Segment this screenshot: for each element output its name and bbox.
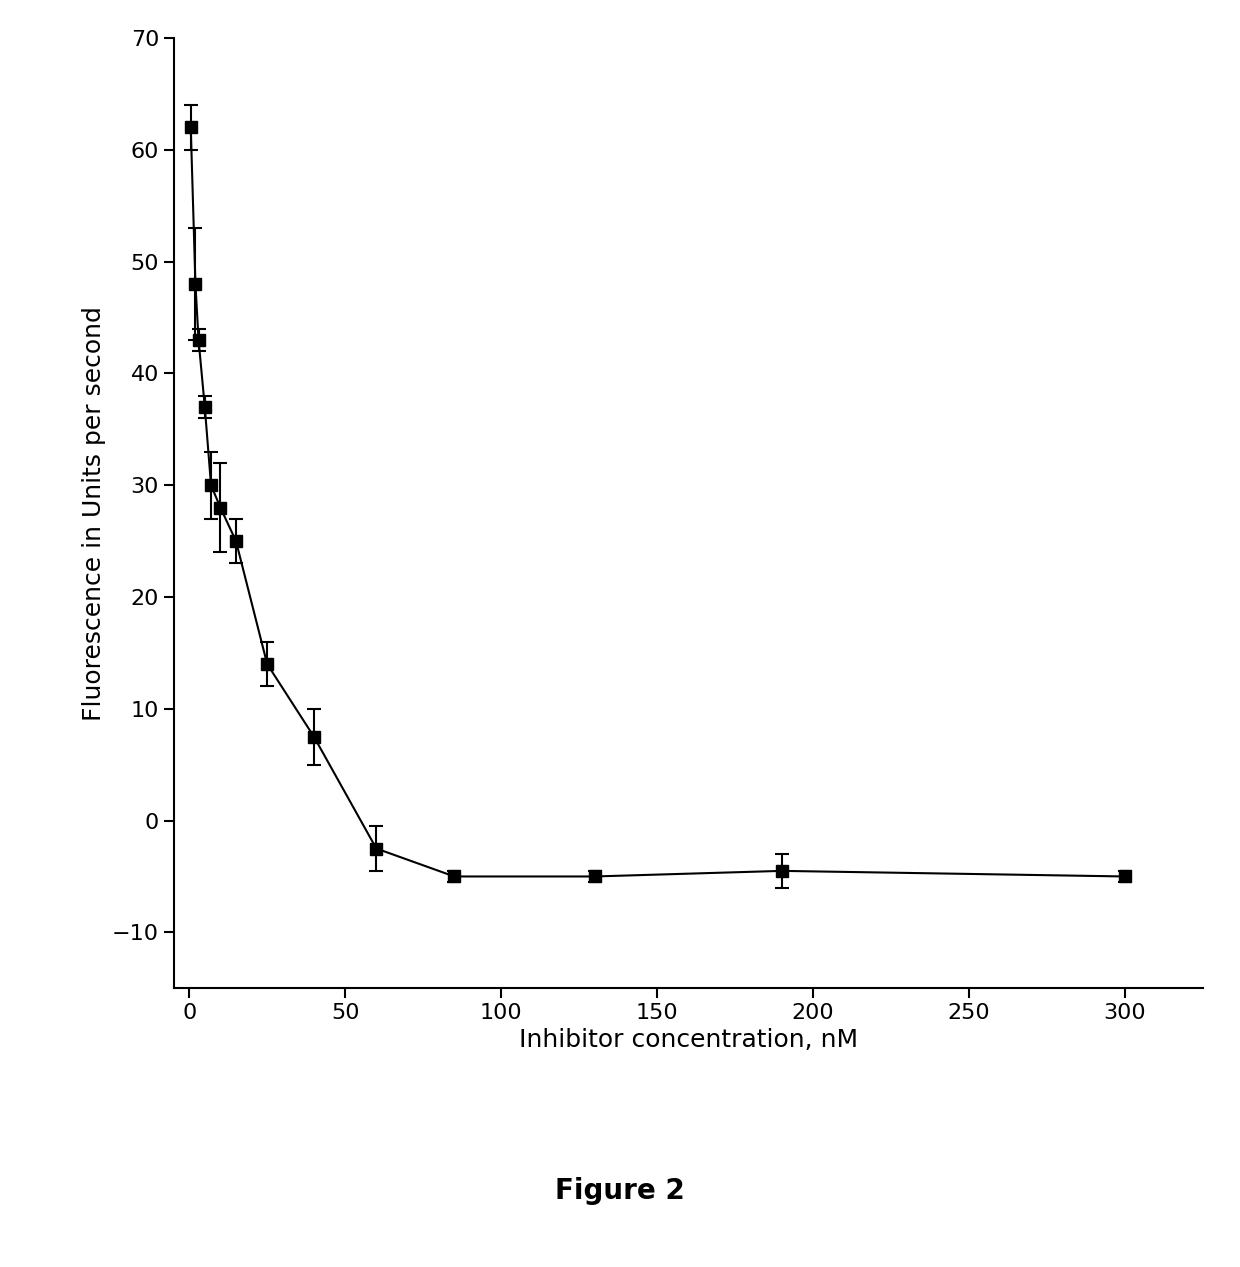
Y-axis label: Fluorescence in Units per second: Fluorescence in Units per second xyxy=(83,305,107,721)
Text: Figure 2: Figure 2 xyxy=(556,1177,684,1205)
X-axis label: Inhibitor concentration, nM: Inhibitor concentration, nM xyxy=(518,1029,858,1053)
